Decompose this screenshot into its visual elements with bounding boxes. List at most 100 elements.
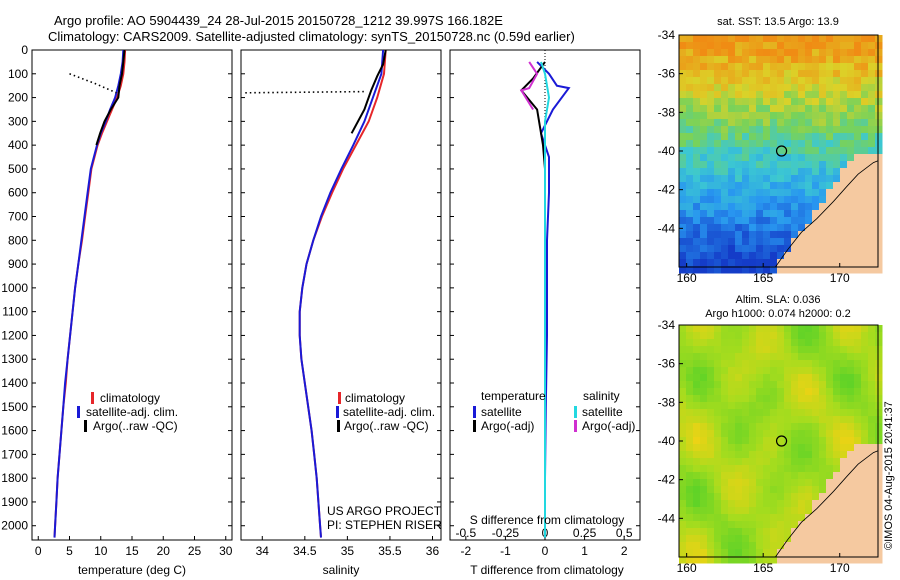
land-cell [875,259,883,267]
land-cell [819,203,827,211]
sea-cell [756,430,764,438]
sea-cell [749,444,757,452]
sea-cell [833,147,841,155]
sea-cell [784,381,792,389]
sea-cell [728,217,736,225]
sea-cell [770,175,778,183]
sea-cell [728,339,736,347]
sea-cell [805,70,813,78]
land-cell [805,556,813,564]
sea-cell [791,154,799,162]
sea-cell [700,444,708,452]
land-cell [812,528,820,536]
sea-cell [805,161,813,169]
sea-cell [693,217,701,225]
sea-cell [728,549,736,557]
land-cell [854,521,862,529]
sea-cell [784,416,792,424]
land-cell [791,542,799,550]
legend-label-climatology: climatology [345,391,405,405]
sea-cell [784,70,792,78]
sea-cell [812,189,820,197]
sea-cell [763,514,771,522]
land-cell [833,238,841,246]
legend-label-argo: Argo(..raw -QC) [93,419,178,433]
sea-cell [763,339,771,347]
sea-cell [749,332,757,340]
sea-cell [679,332,687,340]
sea-cell [742,556,750,564]
sea-cell [707,203,715,211]
sea-cell [735,252,743,260]
sea-cell [784,346,792,354]
sea-cell [735,112,743,120]
sea-cell [798,416,806,424]
sea-cell [728,203,736,211]
sea-cell [721,451,729,459]
sea-cell [721,437,729,445]
sea-cell [798,49,806,57]
sea-cell [833,140,841,148]
land-cell [875,528,883,536]
sea-cell [749,479,757,487]
sea-cell [791,416,799,424]
sea-cell [742,140,750,148]
sea-cell [791,217,799,225]
sea-cell [721,430,729,438]
sea-cell [833,402,841,410]
sea-cell [784,437,792,445]
sea-cell [707,416,715,424]
sea-cell [714,238,722,246]
sea-cell [840,325,848,333]
sea-cell [721,381,729,389]
sea-cell [686,479,694,487]
land-cell [833,479,841,487]
land-cell [861,224,869,232]
sea-cell [686,189,694,197]
sea-cell [749,210,757,218]
sea-cell [777,189,785,197]
sea-cell [693,402,701,410]
sea-cell [714,63,722,71]
sea-cell [791,147,799,155]
sea-cell [791,402,799,410]
sea-cell [770,465,778,473]
sea-cell [679,133,687,141]
land-cell [826,500,834,508]
sea-cell [798,154,806,162]
land-cell [826,514,834,522]
land-cell [847,472,855,480]
sea-cell [707,112,715,120]
sea-cell [812,126,820,134]
sea-cell [714,245,722,253]
sea-cell [875,77,883,85]
sea-cell [819,56,827,64]
sea-cell [686,367,694,375]
sea-cell [819,119,827,127]
sea-cell [826,161,834,169]
land-cell [861,507,869,515]
land-cell [798,252,806,260]
sea-cell [819,98,827,106]
land-cell [826,528,834,536]
sea-cell [812,91,820,99]
sea-cell [763,388,771,396]
sea-cell [840,437,848,445]
x-tick-label: 170 [830,271,850,285]
sea-cell [784,147,792,155]
sea-cell [686,259,694,267]
sea-cell [735,140,743,148]
sea-cell [784,507,792,515]
sea-cell [770,77,778,85]
legend-swatch-satellite [77,406,80,418]
land-cell [847,542,855,550]
sea-cell [840,409,848,417]
sea-cell [812,175,820,183]
land-cell [826,238,834,246]
sea-cell [854,409,862,417]
sea-cell [784,479,792,487]
sea-cell [686,514,694,522]
sea-cell [756,224,764,232]
sea-cell [819,182,827,190]
